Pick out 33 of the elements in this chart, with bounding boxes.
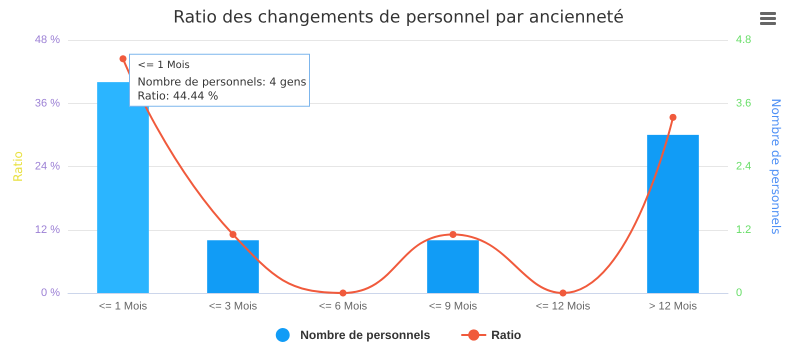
x-tick-label: <= 6 Mois xyxy=(318,300,368,312)
chart-title: Ratio des changements de personnel par ancienneté xyxy=(173,8,624,28)
bar xyxy=(647,134,699,293)
point xyxy=(230,230,236,238)
y2-tick-label: 2.4 xyxy=(736,160,752,172)
y2-tick-label: 4.8 xyxy=(736,34,752,46)
y2-tick-label: 3.6 xyxy=(736,97,752,110)
x-tick-label: <= 3 Mois xyxy=(208,300,258,312)
point xyxy=(450,230,456,238)
y-tick-label: 36 % xyxy=(34,97,60,110)
annotation: <= 1 Mois xyxy=(138,60,190,71)
y-axis-title: Ratio xyxy=(11,151,26,182)
y2-axis-title: Nombre de personnels xyxy=(769,98,783,235)
legend-label: Nombre de personnels xyxy=(300,328,431,342)
annotation: Ratio: 44.44 % xyxy=(138,89,218,102)
x-tick-label: <= 12 Mois xyxy=(536,300,591,312)
bar xyxy=(427,240,479,293)
point xyxy=(340,290,346,296)
x-tick-label: <= 1 Mois xyxy=(98,300,148,312)
point xyxy=(120,55,126,62)
y-tick-label: 24 % xyxy=(34,160,60,172)
point xyxy=(560,290,566,296)
bar xyxy=(207,240,259,293)
y2-tick-label: 1.2 xyxy=(736,224,752,236)
x-tick-label: <= 9 Mois xyxy=(428,300,478,312)
legend-label: Ratio xyxy=(491,328,522,342)
y-tick-label: 12 % xyxy=(34,224,60,236)
y-tick-label: 0 % xyxy=(41,287,60,299)
y-tick-label: 48 % xyxy=(34,34,60,46)
y2-tick-label: 0 xyxy=(736,287,742,299)
annotation: Nombre de personnels: 4 gens xyxy=(138,75,307,88)
x-tick-label: > 12 Mois xyxy=(649,300,698,312)
point xyxy=(670,114,676,121)
